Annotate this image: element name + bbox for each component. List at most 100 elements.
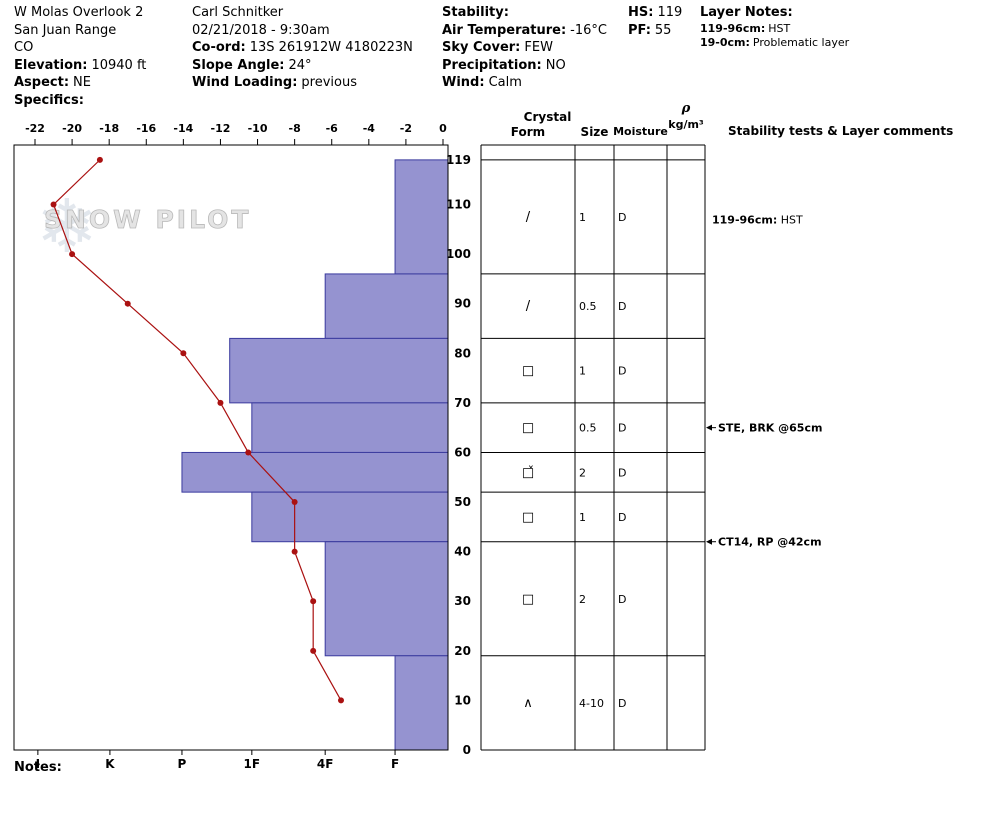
moisture-value: D <box>618 593 626 606</box>
coord-value: 13S 261912W 4180223N <box>249 40 413 55</box>
layer-note: 19-0cm: Problematic layer <box>700 36 849 50</box>
header-observation-column: Carl Schnitker 02/21/2018 - 9:30am Co-or… <box>192 4 413 92</box>
temperature-point <box>124 300 131 307</box>
moisture-value: D <box>618 300 626 313</box>
depth-axis-label: 40 <box>454 545 471 559</box>
hardness-bar-70-60cm <box>251 402 449 453</box>
layer-notes-title-row: Layer Notes: <box>700 4 849 22</box>
hardness-bar-60-52cm <box>181 451 449 493</box>
hardness-bar-19-0cm <box>394 655 449 751</box>
datetime-row: 02/21/2018 - 9:30am <box>192 22 413 40</box>
hardness-bar-52-42cm <box>251 491 449 543</box>
site-state: CO <box>14 39 146 57</box>
temp-axis-label: -14 <box>173 122 193 135</box>
observer-name: Carl Schnitker <box>192 5 284 20</box>
site-name: W Molas Overlook 2 <box>14 4 146 22</box>
layer-notes-title: Layer Notes: <box>700 5 793 20</box>
temperature-point <box>96 156 103 163</box>
hs-row: HS: 119 <box>628 4 682 22</box>
temp-axis-label: -20 <box>62 122 82 135</box>
depth-axis-label: 60 <box>454 445 471 459</box>
temp-axis-label: -16 <box>136 122 156 135</box>
precipitation-value: NO <box>545 57 566 73</box>
layer-note: 119-96cm: HST <box>700 22 849 36</box>
specifics-row: Specifics: <box>14 92 146 110</box>
hardness-axis-label: K <box>105 757 115 771</box>
wind-label: Wind: <box>442 75 485 90</box>
density-units-header: kg/m³ <box>668 118 704 131</box>
pf-value: 55 <box>654 22 672 38</box>
header-location-column: W Molas Overlook 2 San Juan Range CO Ele… <box>14 4 146 109</box>
crystal-form-symbol: / <box>526 299 531 314</box>
moisture-value: D <box>618 466 626 479</box>
crystal-form-symbol: □ <box>522 592 534 607</box>
layer-annotation-text: 119-96cm: HST <box>712 213 803 226</box>
depth-axis-label: 50 <box>454 495 471 509</box>
wind-loading-label: Wind Loading: <box>192 75 298 90</box>
temperature-point <box>291 499 298 506</box>
crystal-size-value: 0.5 <box>579 300 597 313</box>
temp-axis-label: -6 <box>326 122 339 135</box>
depth-axis-label: 0 <box>463 743 471 757</box>
moisture-header: Moisture <box>613 125 668 138</box>
pf-label: PF: <box>628 22 651 38</box>
header-conditions-column: Stability: Air Temperature: -16°C Sky Cov… <box>442 4 607 92</box>
crystal-header: Crystal <box>523 110 572 124</box>
hardness-bar-42-19cm <box>324 541 449 657</box>
temp-axis-label: -2 <box>400 122 412 135</box>
coord-label: Co-ord: <box>192 40 246 55</box>
crystal-size-value: 4-10 <box>579 697 604 710</box>
site-name-text: W Molas Overlook 2 <box>14 5 144 20</box>
annotation-arrowhead-icon <box>706 538 712 545</box>
depth-axis-label: 10 <box>454 693 471 707</box>
depth-axis-label: 80 <box>454 346 471 360</box>
hardness-axis-label: 4F <box>317 757 334 771</box>
temp-axis-label: -22 <box>25 122 45 135</box>
precipitation-row: Precipitation: NO <box>442 57 607 75</box>
depth-axis-label: 119 <box>446 153 471 167</box>
temp-axis-label: -10 <box>248 122 268 135</box>
moisture-value: D <box>618 365 626 378</box>
comments-header: Stability tests & Layer comments <box>728 124 954 138</box>
moisture-value: D <box>618 422 626 435</box>
air-temp-value: -16°C <box>570 22 607 38</box>
temperature-point <box>291 548 298 555</box>
aspect-row: Aspect: NE <box>14 74 146 92</box>
slope-angle-label: Slope Angle: <box>192 57 285 73</box>
layer-note-range: 19-0cm: <box>700 35 750 49</box>
temperature-point <box>50 201 57 208</box>
crystal-form-symbol: / <box>526 210 531 225</box>
crystal-form-symbol: □̌ <box>522 465 534 480</box>
wind-loading-row: Wind Loading: previous <box>192 74 413 92</box>
site-range: San Juan Range <box>14 22 146 40</box>
wind-row: Wind: Calm <box>442 74 607 92</box>
hardness-axis-label: I <box>36 757 40 771</box>
temperature-curve <box>52 159 342 701</box>
coord-row: Co-ord: 13S 261912W 4180223N <box>192 39 413 57</box>
elevation-row: Elevation: 10940 ft <box>14 57 146 75</box>
crystal-form-symbol: □ <box>522 510 534 525</box>
header-totals-column: HS: 119 PF: 55 <box>628 4 682 39</box>
depth-axis-label: 20 <box>454 644 471 658</box>
hardness-axis-label: F <box>391 757 399 771</box>
aspect-label: Aspect: <box>14 75 70 90</box>
layer-annotation-text: STE, BRK @65cm <box>718 422 822 435</box>
hs-value: 119 <box>657 5 683 20</box>
temperature-point <box>69 251 76 258</box>
slope-angle-row: Slope Angle: 24° <box>192 57 413 75</box>
crystal-form-symbol: ∧ <box>523 696 533 711</box>
layer-annotation-text: CT14, RP @42cm <box>718 536 822 549</box>
temp-axis-label: -8 <box>289 122 301 135</box>
depth-axis-label: 30 <box>454 594 471 608</box>
notes-label: Notes: <box>14 760 62 775</box>
specifics-label: Specifics: <box>14 92 84 108</box>
site-state-text: CO <box>14 40 34 55</box>
elevation-label: Elevation: <box>14 57 88 73</box>
wind-value: Calm <box>488 75 522 90</box>
moisture-value: D <box>618 697 626 710</box>
precipitation-label: Precipitation: <box>442 57 542 73</box>
plot-border <box>13 144 449 751</box>
hardness-axis-label: P <box>178 757 187 771</box>
depth-axis-label: 100 <box>446 247 471 261</box>
